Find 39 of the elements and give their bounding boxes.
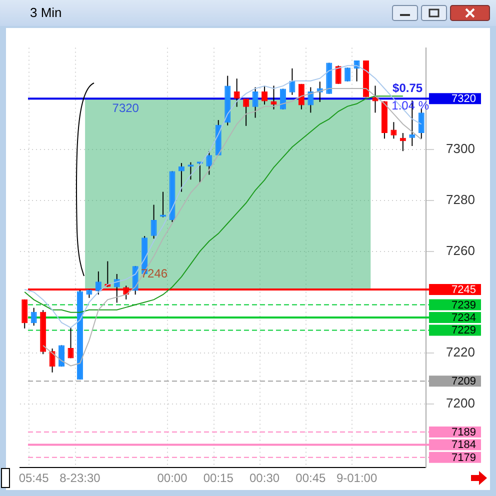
candlestick [95,270,102,296]
x-tick-label: 05:45 [18,471,50,486]
ref-line-label: 7184 [452,439,476,452]
candlestick [150,204,157,240]
y-tick-label: 7220 [446,344,475,360]
candlestick [262,85,268,106]
candlestick [252,86,258,118]
candlestick [206,150,212,176]
y-tick-label: 7200 [446,396,475,411]
annotation: $0.75 [392,80,423,95]
candlestick [289,68,296,96]
ref-line-label: 7239 [452,299,476,312]
ref-line-label: 7245 [452,284,476,296]
candlestick [390,122,397,140]
ref-line-label: 7209 [452,376,476,388]
annotation: 7320 [112,101,140,116]
candlestick [308,86,314,114]
y-tick-label: 7280 [446,192,475,208]
x-tick-label: 8-23:30 [60,471,101,486]
ref-line-label: 7320 [452,93,476,106]
annotation: 7246 [140,266,168,281]
candlestick [270,85,277,110]
x-tick-label: 9-01:00 [336,471,378,486]
y-tick-label: 7260 [446,242,475,258]
candlestick [234,78,240,108]
candlestick [30,307,37,326]
candlestick [49,348,56,373]
ref-line-label: 7229 [452,324,476,337]
x-tick-label: 00:15 [203,471,234,486]
ref-line-label: 7179 [452,452,476,464]
candlestick [243,98,250,126]
ref-line-label: 7234 [452,312,476,324]
candlestick [22,298,28,329]
x-tick-label: 00:30 [250,471,280,486]
ref-line-label: 7189 [452,426,476,439]
y-tick-label: 7300 [446,141,475,156]
x-tick-label: 00:45 [296,471,326,486]
chart-title: 3 Min [30,5,62,20]
x-tick-label: 00:00 [157,471,188,486]
